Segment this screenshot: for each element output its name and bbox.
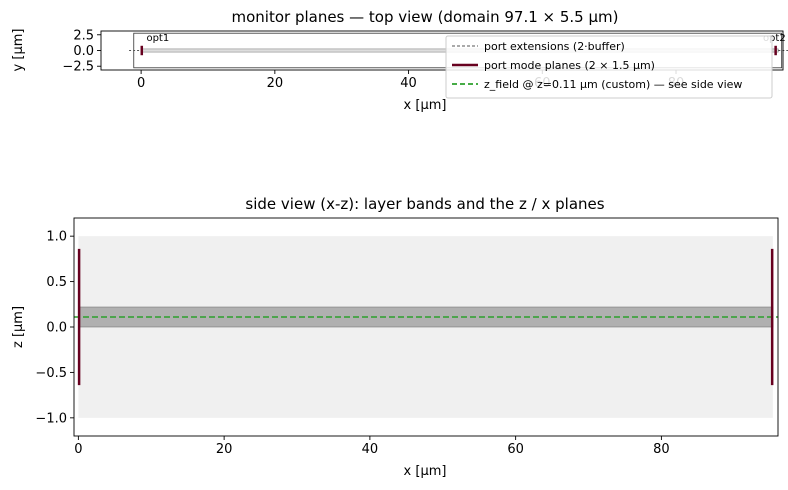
top-y-tick-label: 0.0	[73, 44, 94, 59]
side-y-tick-label: −1.0	[35, 411, 67, 426]
top-x-tick-label: 20	[267, 76, 284, 91]
top-x-tick-label: 40	[400, 76, 417, 91]
side-y-tick-label: 0.0	[46, 321, 67, 336]
side-plot-area: 0 20 40 60 80 −1.0 −0.5 0.0 0.5 1.0	[35, 217, 779, 457]
side-x-tick-label: 40	[362, 442, 379, 457]
legend-label-port-mode-planes: port mode planes (2 × 1.5 µm)	[484, 59, 655, 72]
side-y-tick-label: 1.0	[46, 230, 67, 245]
top-y-axis-label: y [µm]	[11, 29, 26, 72]
side-view-panel: side view (x-z): layer bands and the z /…	[11, 195, 779, 479]
side-x-tick-label: 80	[653, 442, 670, 457]
side-y-tick-label: 0.5	[46, 275, 67, 290]
side-x-tick-label: 20	[216, 442, 233, 457]
top-view-panel: monitor planes — top view (domain 97.1 ×…	[11, 8, 788, 113]
top-y-tick-label: −2.5	[62, 60, 94, 75]
side-x-axis-label: x [µm]	[404, 464, 447, 479]
side-y-axis-label: z [µm]	[11, 306, 26, 348]
top-chart-title: monitor planes — top view (domain 97.1 ×…	[231, 8, 618, 26]
legend-box	[445, 35, 773, 99]
top-legend: port extensions (2·buffer) port mode pla…	[445, 35, 773, 99]
top-x-tick-label: 0	[137, 76, 145, 91]
port-annotation-opt1: opt1	[146, 33, 169, 44]
side-x-tick-label: 60	[507, 442, 524, 457]
top-y-tick-label: 2.5	[73, 28, 94, 43]
side-x-tick-label: 0	[74, 442, 82, 457]
legend-label-z-field: z_field @ z=0.11 µm (custom) — see side …	[484, 78, 742, 91]
port-annotation-opt2: opt2	[763, 33, 786, 44]
legend-label-port-extensions: port extensions (2·buffer)	[484, 40, 625, 53]
side-chart-title: side view (x-z): layer bands and the z /…	[245, 195, 604, 213]
top-x-axis-label: x [µm]	[404, 98, 447, 113]
side-y-tick-label: −0.5	[35, 366, 67, 381]
